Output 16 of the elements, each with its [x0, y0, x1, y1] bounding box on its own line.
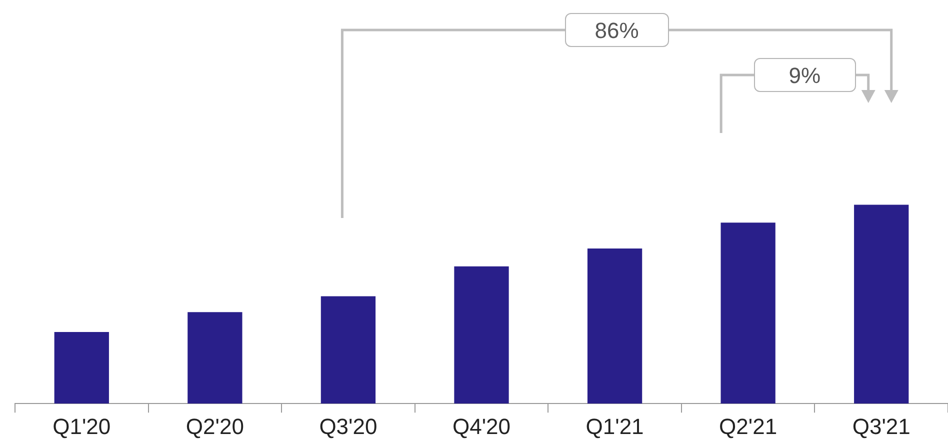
x-tick-label: Q2'21 [719, 414, 778, 439]
text: 86% [564, 13, 669, 47]
x-tick-label: Q1'20 [52, 414, 111, 439]
bar [320, 296, 376, 404]
text: 9% [754, 58, 856, 92]
bar [454, 266, 509, 404]
x-tick-label: Q4'20 [452, 414, 511, 439]
bar [587, 248, 642, 404]
bar [188, 312, 242, 404]
bar [854, 204, 909, 404]
x-tick-label: Q3'21 [852, 414, 910, 439]
bar [720, 222, 776, 404]
x-tick-label: Q3'20 [319, 414, 378, 439]
x-tick-label: Q1'21 [586, 414, 644, 439]
x-tick-label: Q2'20 [186, 414, 244, 439]
bar [54, 332, 109, 404]
